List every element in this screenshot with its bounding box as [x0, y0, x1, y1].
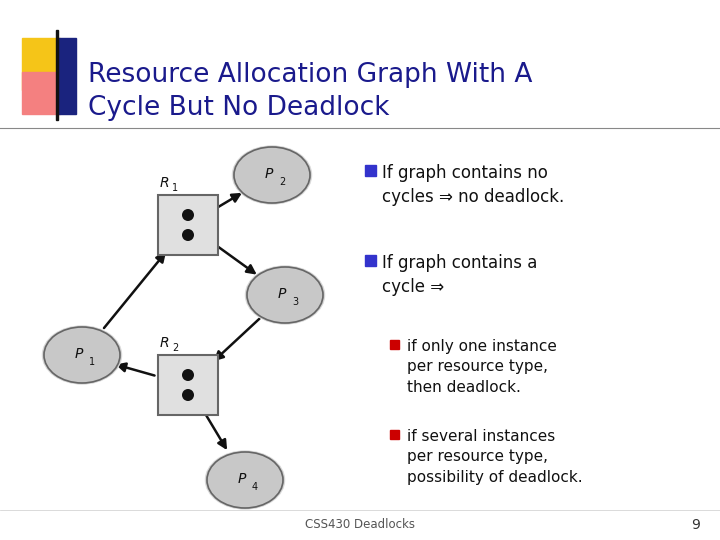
Bar [22, 72, 60, 114]
Text: 2: 2 [279, 177, 285, 187]
Text: 3: 3 [292, 297, 298, 307]
Ellipse shape [205, 450, 285, 509]
Text: If graph contains no
cycles ⇒ no deadlock.: If graph contains no cycles ⇒ no deadloc… [382, 164, 564, 206]
Circle shape [182, 389, 194, 401]
Ellipse shape [247, 267, 323, 323]
Bar [365, 165, 376, 176]
Ellipse shape [207, 452, 283, 508]
Bar [158, 195, 218, 255]
Ellipse shape [44, 327, 120, 383]
Ellipse shape [233, 146, 311, 204]
Ellipse shape [245, 266, 325, 325]
Text: P: P [278, 287, 286, 301]
Text: if only one instance
per resource type,
then deadlock.: if only one instance per resource type, … [407, 339, 557, 395]
Ellipse shape [233, 147, 310, 203]
Text: R: R [160, 336, 170, 350]
Bar [58, 38, 76, 114]
Bar [22, 38, 60, 90]
Text: 9: 9 [691, 518, 700, 532]
Ellipse shape [246, 266, 324, 323]
Text: Resource Allocation Graph With A: Resource Allocation Graph With A [88, 62, 532, 88]
Ellipse shape [42, 326, 122, 384]
Text: R: R [160, 176, 170, 190]
Text: 1: 1 [172, 183, 178, 193]
Text: P: P [75, 347, 84, 361]
Text: if several instances
per resource type,
possibility of deadlock.: if several instances per resource type, … [407, 429, 582, 485]
Ellipse shape [233, 146, 312, 204]
Ellipse shape [232, 146, 312, 205]
Ellipse shape [246, 266, 325, 324]
Ellipse shape [245, 265, 325, 325]
Ellipse shape [206, 451, 284, 509]
Bar [56, 30, 58, 120]
Text: Cycle But No Deadlock: Cycle But No Deadlock [88, 95, 390, 121]
Text: If graph contains a
cycle ⇒: If graph contains a cycle ⇒ [382, 254, 537, 296]
Ellipse shape [232, 145, 312, 205]
Ellipse shape [42, 325, 122, 384]
Ellipse shape [206, 451, 284, 509]
Bar [365, 255, 376, 266]
Text: P: P [238, 472, 246, 486]
Ellipse shape [233, 146, 311, 204]
Bar [158, 355, 218, 415]
Text: 1: 1 [89, 357, 95, 367]
Ellipse shape [44, 327, 120, 383]
Ellipse shape [247, 267, 323, 323]
Text: 4: 4 [252, 482, 258, 492]
Ellipse shape [205, 451, 284, 509]
Bar [390, 340, 399, 349]
Ellipse shape [204, 450, 285, 510]
Ellipse shape [43, 326, 121, 384]
Ellipse shape [246, 266, 324, 324]
Ellipse shape [234, 147, 310, 203]
Text: P: P [265, 167, 273, 181]
Bar [390, 430, 399, 439]
Ellipse shape [207, 452, 284, 508]
Circle shape [182, 229, 194, 241]
Circle shape [182, 209, 194, 221]
Ellipse shape [42, 326, 122, 384]
Ellipse shape [43, 327, 121, 383]
Text: 2: 2 [172, 343, 179, 353]
Text: CSS430 Deadlocks: CSS430 Deadlocks [305, 518, 415, 531]
Circle shape [182, 369, 194, 381]
